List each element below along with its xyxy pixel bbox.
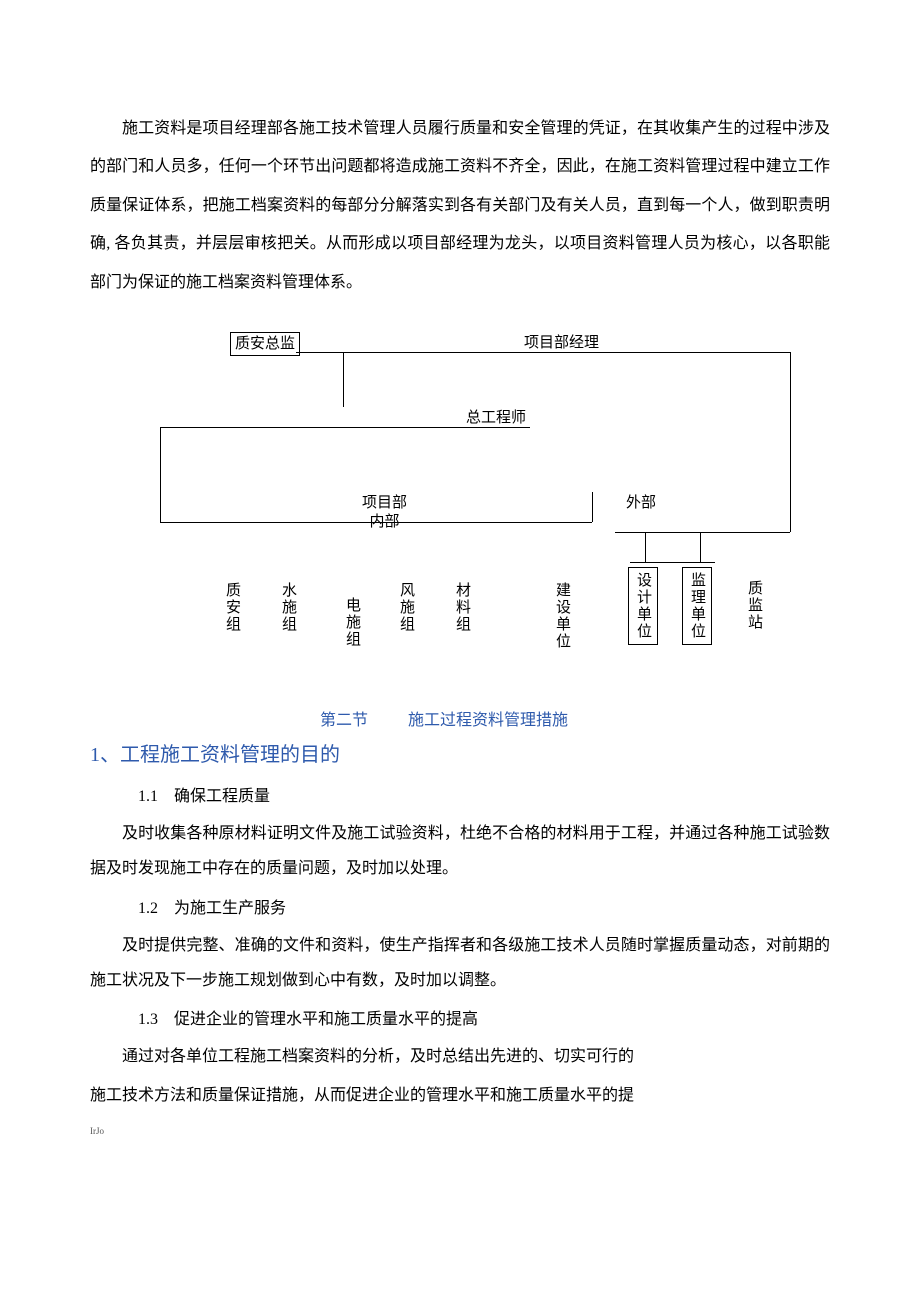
section-title-row: 第二节 施工过程资料管理措施 <box>320 706 830 730</box>
subheading-1-1: 1.1 确保工程质量 <box>138 779 830 814</box>
page-root: 施工资料是项目经理部各施工技术管理人员履行质量和安全管理的凭证，在其收集产生的过… <box>0 0 920 1176</box>
leaf-material-group: 材料组 <box>450 582 474 633</box>
para-1-2: 及时提供完整、准确的文件和资料，使生产指挥者和各级施工技术人员随时掌握质量动态，… <box>90 928 830 998</box>
subheading-1-2: 1.2 为施工生产服务 <box>138 891 830 926</box>
section-number: 第二节 <box>320 706 368 730</box>
org-chart: 质安总监 项目部经理 总工程师 项目部 内部 外部 质安组 水施组 电施 <box>90 322 830 702</box>
leaf-supervision-unit: 监理单位 <box>682 567 712 645</box>
line-ext-h <box>615 532 790 533</box>
line-right-drop <box>790 352 791 532</box>
line-ext-top <box>630 562 715 563</box>
leaf-quality-station: 质监站 <box>742 580 766 631</box>
node-chief-engineer: 总工程师 <box>462 407 530 429</box>
node-project-manager: 项目部经理 <box>520 332 603 354</box>
heading-1: 1、工程施工资料管理的目的 <box>90 738 830 767</box>
line-top <box>296 352 790 353</box>
subheading-1-3: 1.3 促进企业的管理水平和施工质量水平的提高 <box>138 1002 830 1037</box>
para-1-3b: 施工技术方法和质量保证措施，从而促进企业的管理水平和施工质量水平的提 <box>90 1078 830 1113</box>
leaf-design-unit: 设计单位 <box>628 567 658 645</box>
node-external: 外部 <box>622 492 660 514</box>
line-mid <box>160 427 530 428</box>
label-internal: 项目部 内部 <box>362 495 407 531</box>
intro-paragraph: 施工资料是项目经理部各施工技术管理人员履行质量和安全管理的凭证，在其收集产生的过… <box>90 110 830 302</box>
para-1-1: 及时收集各种原材料证明文件及施工试验资料，杜绝不合格的材料用于工程，并通过各种施… <box>90 816 830 886</box>
leaf-construction-unit: 建设单位 <box>550 582 574 650</box>
section-heading: 施工过程资料管理措施 <box>408 706 568 730</box>
leaf-hvac-group: 风施组 <box>394 582 418 633</box>
line-ext-d2 <box>700 532 701 562</box>
line-split-v <box>592 492 593 522</box>
leaf-qa-group: 质安组 <box>220 582 244 633</box>
node-internal: 项目部 内部 <box>358 492 411 535</box>
para-1-3a: 通过对各单位工程施工档案资料的分析，及时总结出先进的、切实可行的 <box>90 1039 830 1074</box>
footnote-code: IrJo <box>90 1126 830 1136</box>
leaf-water-group: 水施组 <box>276 582 300 633</box>
leaf-electric-group: 电施组 <box>340 597 364 648</box>
line-ext-d1 <box>645 532 646 562</box>
node-qa-director: 质安总监 <box>230 332 300 356</box>
line-v-to-mid <box>343 352 344 407</box>
line-left-drop <box>160 427 161 522</box>
